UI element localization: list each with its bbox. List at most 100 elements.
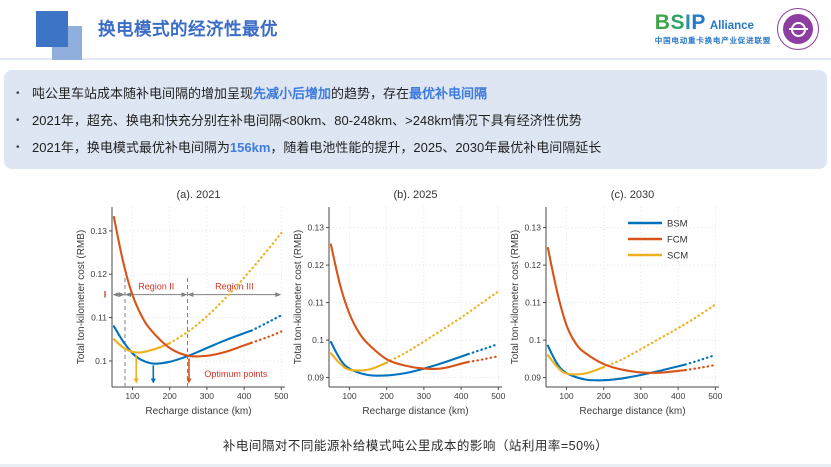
x-axis-label: Recharge distance (km) <box>145 406 251 417</box>
svg-text:0.12: 0.12 <box>524 260 541 270</box>
svg-text:0.12: 0.12 <box>307 260 324 270</box>
series-BSM-dotted <box>467 342 500 356</box>
logo-seal-icon <box>777 8 819 50</box>
svg-text:100: 100 <box>559 391 573 401</box>
svg-text:0.12: 0.12 <box>90 269 107 279</box>
svg-text:0.1: 0.1 <box>95 356 107 366</box>
tick-labels: 100 200 300 400 500 0.1 0.11 0.12 0.13 <box>90 226 288 401</box>
svg-text:0.13: 0.13 <box>524 223 541 233</box>
svg-text:300: 300 <box>200 391 214 401</box>
region-label: Region II <box>138 282 174 292</box>
series-BSM-solid <box>546 344 687 382</box>
svg-text:500: 500 <box>491 391 505 401</box>
logo-letter: B <box>654 11 671 34</box>
series-SCM-dotted <box>168 231 283 345</box>
bullet-item: • 2021年，超充、换电和快充分别在补电间隔<80km、80-248km、>24… <box>16 107 811 134</box>
bullet-marker-icon: • <box>16 88 20 99</box>
series-FCM-dotted <box>684 363 717 372</box>
series-FCM-solid <box>329 243 470 370</box>
seal-disc <box>783 14 813 44</box>
seal-glyph <box>790 21 806 37</box>
svg-text:200: 200 <box>380 391 394 401</box>
alliance-logo: BSIP Alliance 中国电动重卡换电产业促进联盟 <box>655 8 819 50</box>
tick-labels: 100 200 300 400 500 0.09 0.1 0.11 0.12 0.13 <box>524 223 722 401</box>
axes <box>543 207 719 390</box>
legend-label-SCM: SCM <box>667 251 688 262</box>
series-FCM-dotted <box>250 330 283 344</box>
svg-text:300: 300 <box>634 391 648 401</box>
bullet-marker-icon: • <box>16 115 20 126</box>
svg-text:0.09: 0.09 <box>524 373 541 383</box>
legend-label-BSM: BSM <box>667 219 688 230</box>
svg-text:300: 300 <box>417 391 431 401</box>
header: 换电模式的经济性最优 BSIP Alliance 中国电动重卡换电产业促进联盟 <box>0 0 831 60</box>
logo-text: BSIP Alliance 中国电动重卡换电产业促进联盟 <box>655 12 771 46</box>
series-FCM-solid <box>546 246 687 374</box>
bullet-text: 2021年，超充、换电和快充分别在补电间隔<80km、80-248km、>248… <box>32 113 582 128</box>
series-BSM-solid <box>112 325 253 365</box>
logo-subtitle: 中国电动重卡换电产业促进联盟 <box>654 36 771 45</box>
svg-text:0.09: 0.09 <box>307 373 324 383</box>
y-axis-label: Total ton-kilometer cost (RMB) <box>510 230 521 364</box>
axes <box>326 207 502 390</box>
x-axis-label: Recharge distance (km) <box>362 406 468 417</box>
series-SCM-solid <box>112 338 171 354</box>
svg-text:0.11: 0.11 <box>91 313 107 323</box>
logo-letter: P <box>691 11 706 34</box>
svg-text:500: 500 <box>708 391 722 401</box>
series-FCM-dotted <box>467 355 500 363</box>
tick-labels: 100 200 300 400 500 0.09 0.1 0.11 0.12 0.13 <box>307 223 505 401</box>
legend: BSM FCM SCM <box>628 219 688 262</box>
series-BSM-dotted <box>684 354 717 366</box>
chart-2025: (b). 2025 100 200 300 400 500 0.09 0.1 0.11 0.12 0… <box>293 189 506 417</box>
svg-text:0.11: 0.11 <box>525 298 541 308</box>
page-title: 换电模式的经济性最优 <box>98 19 278 39</box>
logo-letter: S <box>670 11 685 34</box>
logo-suffix: Alliance <box>709 20 754 32</box>
chart-title: (c). 2030 <box>611 189 654 201</box>
figure-caption: 补电间隔对不同能源补给模式吨公里成本的影响（站利用率=50%） <box>222 439 609 453</box>
logo-brand: BSIP <box>655 12 706 33</box>
series-BSM-solid <box>329 340 470 377</box>
svg-text:0.13: 0.13 <box>90 226 107 236</box>
x-axis-label: Recharge distance (km) <box>579 406 685 417</box>
y-axis-label: Total ton-kilometer cost (RMB) <box>293 230 304 364</box>
series-SCM-solid <box>329 352 388 372</box>
series-BSM-dotted <box>250 314 283 332</box>
y-axis-label: Total ton-kilometer cost (RMB) <box>76 230 87 364</box>
svg-text:0.13: 0.13 <box>307 223 324 233</box>
bullet-panel: • 吨公里车站成本随补电间隔的增加呈现先减小后增加的趋势，存在最优补电间隔 • 202… <box>4 70 827 169</box>
series-FCM-solid <box>112 215 253 358</box>
bullet-text: 吨公里车站成本随补电间隔的增加呈现先减小后增加的趋势，存在最优补电间隔 <box>32 86 488 101</box>
series-SCM-dotted <box>385 290 500 364</box>
logo-letter: I <box>684 11 692 34</box>
svg-text:400: 400 <box>237 391 251 401</box>
legend-label-FCM: FCM <box>667 235 688 246</box>
optimum-annotations: Optimum points <box>133 354 268 384</box>
svg-text:400: 400 <box>454 391 468 401</box>
region-label: Region III <box>215 282 254 292</box>
svg-text:100: 100 <box>342 391 356 401</box>
svg-text:0.1: 0.1 <box>312 335 324 345</box>
svg-text:100: 100 <box>125 391 139 401</box>
svg-text:500: 500 <box>274 391 288 401</box>
svg-text:200: 200 <box>163 391 177 401</box>
svg-text:0.11: 0.11 <box>308 298 324 308</box>
title-accent-square <box>36 11 68 47</box>
logo-brand-row: BSIP Alliance <box>655 12 754 33</box>
region-one-label: I <box>104 290 107 300</box>
svg-text:0.1: 0.1 <box>529 335 541 345</box>
gridlines <box>329 207 502 387</box>
charts-row: (a). 2021 100 200 300 400 500 0.1 0.11 0.12 0.13 R… <box>0 187 831 419</box>
bullet-text: 2021年，换电模式最优补电间隔为156km，随着电池性能的提升，2025、20… <box>32 140 602 155</box>
optimum-points-label: Optimum points <box>204 369 268 379</box>
bullet-marker-icon: • <box>16 142 20 153</box>
axes <box>109 207 285 390</box>
chart-2021: (a). 2021 100 200 300 400 500 0.1 0.11 0.12 0.13 R… <box>76 189 289 417</box>
gridlines <box>546 207 719 387</box>
series-SCM-dotted <box>602 303 717 369</box>
series-SCM-solid <box>546 354 605 376</box>
svg-text:400: 400 <box>671 391 685 401</box>
chart-2030: (c). 2030 100 200 300 400 500 0.09 0.1 0.11 0.12 0… <box>510 189 723 417</box>
